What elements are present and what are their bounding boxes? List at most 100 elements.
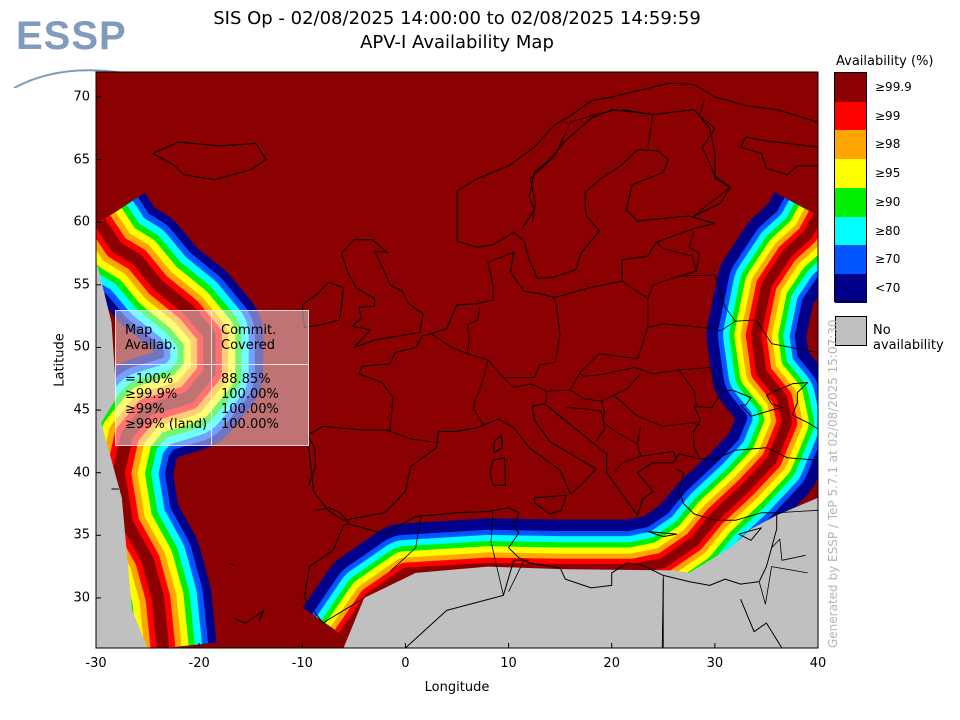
country-border — [389, 516, 422, 572]
legend-swatch — [835, 273, 867, 303]
table-row-value: 88.85% — [221, 372, 271, 387]
logo-text: ESSP — [16, 14, 127, 58]
y-tick-label: 60 — [73, 214, 90, 230]
coastline — [489, 457, 506, 486]
country-border — [693, 99, 731, 217]
x-tick-label: -10 — [291, 656, 313, 671]
legend-label: ≥99 — [875, 108, 901, 123]
coastline — [152, 141, 267, 181]
country-border — [529, 109, 617, 223]
tick-marks — [95, 96, 819, 648]
country-border — [386, 429, 439, 443]
coastline — [229, 562, 234, 566]
page-title: SIS Op - 02/08/2025 14:00:00 to 02/08/20… — [213, 8, 701, 29]
country-border — [637, 426, 641, 444]
x-tick-label: -30 — [85, 656, 107, 671]
x-tick-label: -20 — [188, 656, 210, 671]
coastline — [456, 82, 818, 241]
legend-label: ≥95 — [875, 166, 901, 181]
plot-frame — [95, 71, 819, 649]
generator-watermark: Generated by ESSP / TeP 5.7.1 at 02/08/2… — [826, 319, 840, 648]
x-tick-label: 30 — [706, 656, 724, 671]
y-tick-label: 70 — [73, 89, 90, 105]
country-border — [647, 114, 654, 148]
legend-swatch — [835, 187, 867, 217]
y-tick-label: 65 — [73, 152, 90, 168]
legend-label: ≥99.9 — [875, 80, 912, 94]
coastline — [343, 468, 778, 589]
legend-label: ≥80 — [875, 223, 901, 238]
y-tick-label: 50 — [73, 339, 90, 355]
no-availability-region-south — [343, 497, 818, 648]
x-tick-label: 0 — [401, 656, 410, 671]
coastline — [306, 434, 317, 486]
table-row-label: =100% — [125, 372, 174, 387]
coastline — [694, 382, 818, 430]
legend-swatch — [835, 245, 867, 275]
country-borders — [386, 99, 818, 648]
table-row-value: 100.00% — [221, 417, 279, 432]
y-tick-label: 30 — [73, 590, 90, 606]
coastline — [303, 525, 365, 624]
country-border — [503, 377, 548, 403]
stats-table: Map Availab. Commit. Covered =100% 88.85… — [115, 310, 309, 446]
table-divider-horizontal — [116, 364, 308, 365]
country-border — [508, 560, 525, 592]
country-border — [678, 274, 736, 322]
coastline — [341, 239, 424, 348]
coastline — [692, 406, 701, 458]
legend-swatch — [835, 159, 867, 189]
y-tick-label: 45 — [73, 402, 90, 418]
country-border — [570, 373, 641, 402]
legend-label: <70 — [875, 280, 901, 295]
y-tick-label: 40 — [73, 465, 90, 481]
legend-label: ≥70 — [875, 252, 901, 267]
country-border — [430, 333, 489, 426]
legend-swatch — [835, 101, 867, 131]
x-tick-label: 10 — [500, 656, 517, 671]
table-row-label: ≥99.9% — [125, 387, 178, 402]
coastline — [740, 599, 783, 648]
coastline — [647, 531, 678, 538]
coastline — [493, 434, 503, 454]
country-border — [678, 367, 721, 392]
coastline — [307, 223, 716, 436]
coastlines — [111, 82, 818, 648]
no-availability-region-west — [96, 259, 148, 648]
country-border — [688, 230, 700, 272]
legend-label: ≥90 — [875, 194, 901, 209]
legend-swatch — [835, 73, 867, 102]
x-tick-label: 40 — [809, 656, 827, 671]
page-subtitle: APV-I Availability Map — [360, 32, 554, 53]
country-border — [466, 307, 481, 354]
table-row-label: ≥99% — [125, 402, 165, 417]
country-border — [758, 581, 766, 605]
country-border — [579, 367, 697, 406]
y-tick-label: 55 — [73, 277, 90, 293]
country-border — [613, 394, 701, 427]
table-row-value: 100.00% — [221, 402, 279, 417]
col2-header: Commit. Covered — [221, 323, 277, 353]
no-availability-regions — [96, 259, 818, 648]
x-tick-label: 20 — [603, 656, 620, 671]
legend-swatch-no-availability — [835, 316, 867, 346]
legend-label: ≥98 — [875, 137, 901, 152]
coastline — [533, 494, 567, 515]
country-border — [487, 297, 561, 378]
y-axis-title: Latitude — [52, 333, 68, 387]
table-row-label: ≥99% (land) — [125, 417, 208, 432]
country-border — [566, 407, 605, 442]
coastline — [740, 136, 818, 176]
country-border — [776, 509, 818, 514]
country-border — [771, 538, 806, 561]
availability-band-west-edge — [96, 218, 216, 648]
legend-label-no-availability: No availability — [873, 323, 944, 353]
legend-title: Availability (%) — [836, 54, 934, 69]
country-border — [765, 566, 808, 605]
country-border — [640, 450, 678, 462]
coastline — [301, 281, 344, 328]
y-tick-label: 35 — [73, 527, 90, 543]
country-border — [490, 511, 504, 596]
coastline — [306, 403, 818, 521]
